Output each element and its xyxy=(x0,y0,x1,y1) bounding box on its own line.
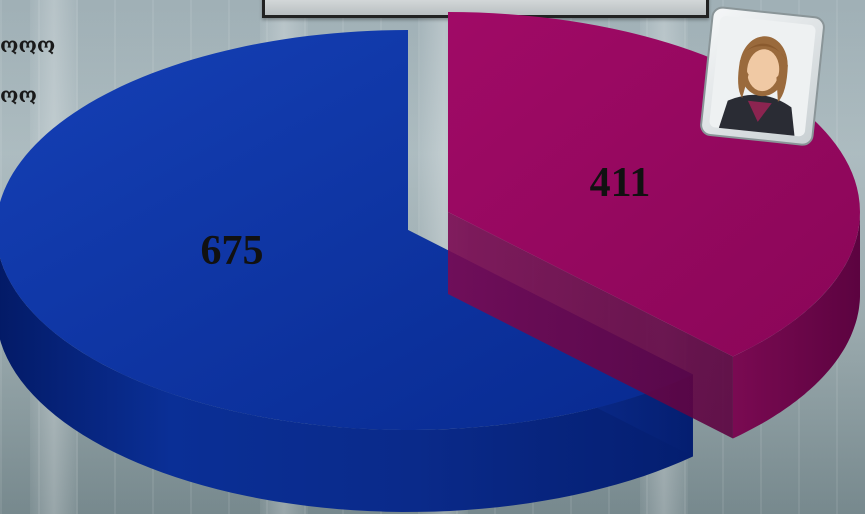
pie-slice-side-1 xyxy=(0,257,693,512)
legend-label-1: ოოო xyxy=(0,32,56,57)
chart-legend: ოოო ოო xyxy=(0,20,55,120)
pie-slice-side-0 xyxy=(732,212,860,439)
data-label-0: 411 xyxy=(590,160,651,206)
legend-label-2: ოო xyxy=(0,82,37,107)
data-label-1: 675 xyxy=(201,228,264,274)
female-user-icon xyxy=(692,6,830,156)
pie-slice-wall-0-1 xyxy=(448,212,733,439)
